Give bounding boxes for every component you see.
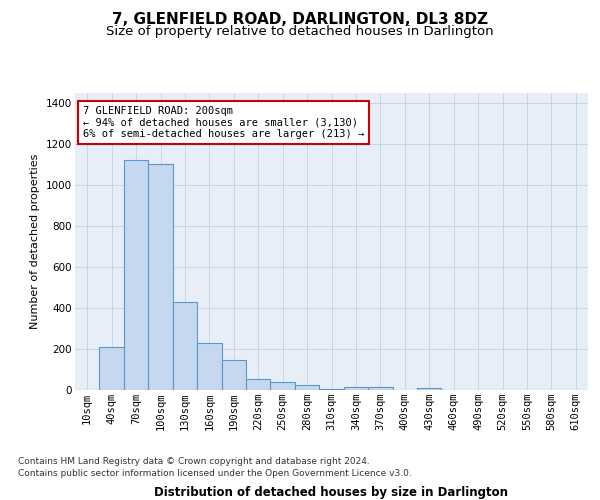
- Bar: [148, 164, 173, 390]
- Text: Contains HM Land Registry data © Crown copyright and database right 2024.: Contains HM Land Registry data © Crown c…: [18, 458, 370, 466]
- Text: Contains public sector information licensed under the Open Government Licence v3: Contains public sector information licen…: [18, 469, 412, 478]
- Bar: [246, 378, 271, 390]
- X-axis label: Distribution of detached houses by size in Darlington: Distribution of detached houses by size …: [155, 486, 509, 499]
- Bar: [173, 302, 197, 390]
- Y-axis label: Number of detached properties: Number of detached properties: [31, 154, 40, 329]
- Bar: [344, 387, 368, 390]
- Bar: [221, 360, 246, 390]
- Bar: [100, 347, 124, 390]
- Bar: [271, 382, 295, 390]
- Text: 7, GLENFIELD ROAD, DARLINGTON, DL3 8DZ: 7, GLENFIELD ROAD, DARLINGTON, DL3 8DZ: [112, 12, 488, 28]
- Bar: [417, 388, 442, 390]
- Bar: [124, 160, 148, 390]
- Bar: [319, 389, 344, 390]
- Text: Size of property relative to detached houses in Darlington: Size of property relative to detached ho…: [106, 25, 494, 38]
- Bar: [368, 387, 392, 390]
- Bar: [295, 386, 319, 390]
- Text: 7 GLENFIELD ROAD: 200sqm
← 94% of detached houses are smaller (3,130)
6% of semi: 7 GLENFIELD ROAD: 200sqm ← 94% of detach…: [83, 106, 364, 139]
- Bar: [197, 343, 221, 390]
